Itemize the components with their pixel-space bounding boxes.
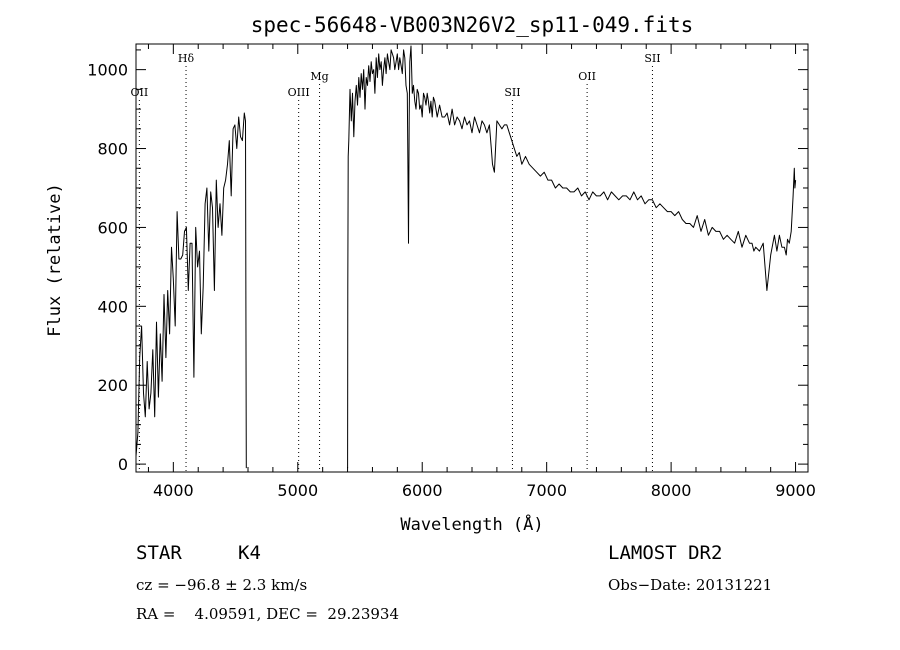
survey-name: LAMOST DR2 [608, 542, 723, 564]
line-marker-label: SII [504, 86, 520, 99]
plot-frame [135, 43, 809, 473]
chart-title: spec-56648-VB003N26V2_sp11-049.fits [251, 13, 694, 37]
x-tick-label: 9000 [775, 481, 816, 500]
x-tick-label: 8000 [651, 481, 692, 500]
y-tick-label: 600 [97, 218, 128, 237]
y-tick-label: 400 [97, 297, 128, 316]
y-tick-label: 0 [118, 455, 128, 474]
line-marker-label: OIII [288, 86, 310, 99]
y-tick-label: 200 [97, 376, 128, 395]
spectrum-line [347, 45, 797, 469]
y-tick-label: 1000 [87, 61, 128, 80]
obs-date-text: Obs−Date: 20131221 [608, 576, 773, 594]
line-marker-label: Mg [310, 70, 328, 83]
x-tick-label: 6000 [402, 481, 443, 500]
line-marker-label: OII [131, 86, 149, 99]
object-subclass: K4 [238, 542, 261, 564]
x-tick-label: 5000 [277, 481, 318, 500]
x-axis-label: Wavelength (Å) [400, 513, 543, 535]
line-marker-label: Hδ [178, 52, 195, 65]
redshift-text: cz = −96.8 ± 2.3 km/s [136, 576, 308, 594]
coords-text: RA = 4.09591, DEC = 29.23934 [136, 605, 399, 623]
line-marker-label: SII [644, 52, 660, 65]
y-tick-label: 800 [97, 140, 128, 159]
line-marker-label: OII [578, 70, 596, 83]
x-tick-label: 7000 [526, 481, 567, 500]
object-class: STAR [136, 542, 182, 564]
x-tick-label: 4000 [153, 481, 194, 500]
y-axis-label: Flux (relative) [45, 183, 65, 337]
spectrum-line [135, 112, 247, 469]
